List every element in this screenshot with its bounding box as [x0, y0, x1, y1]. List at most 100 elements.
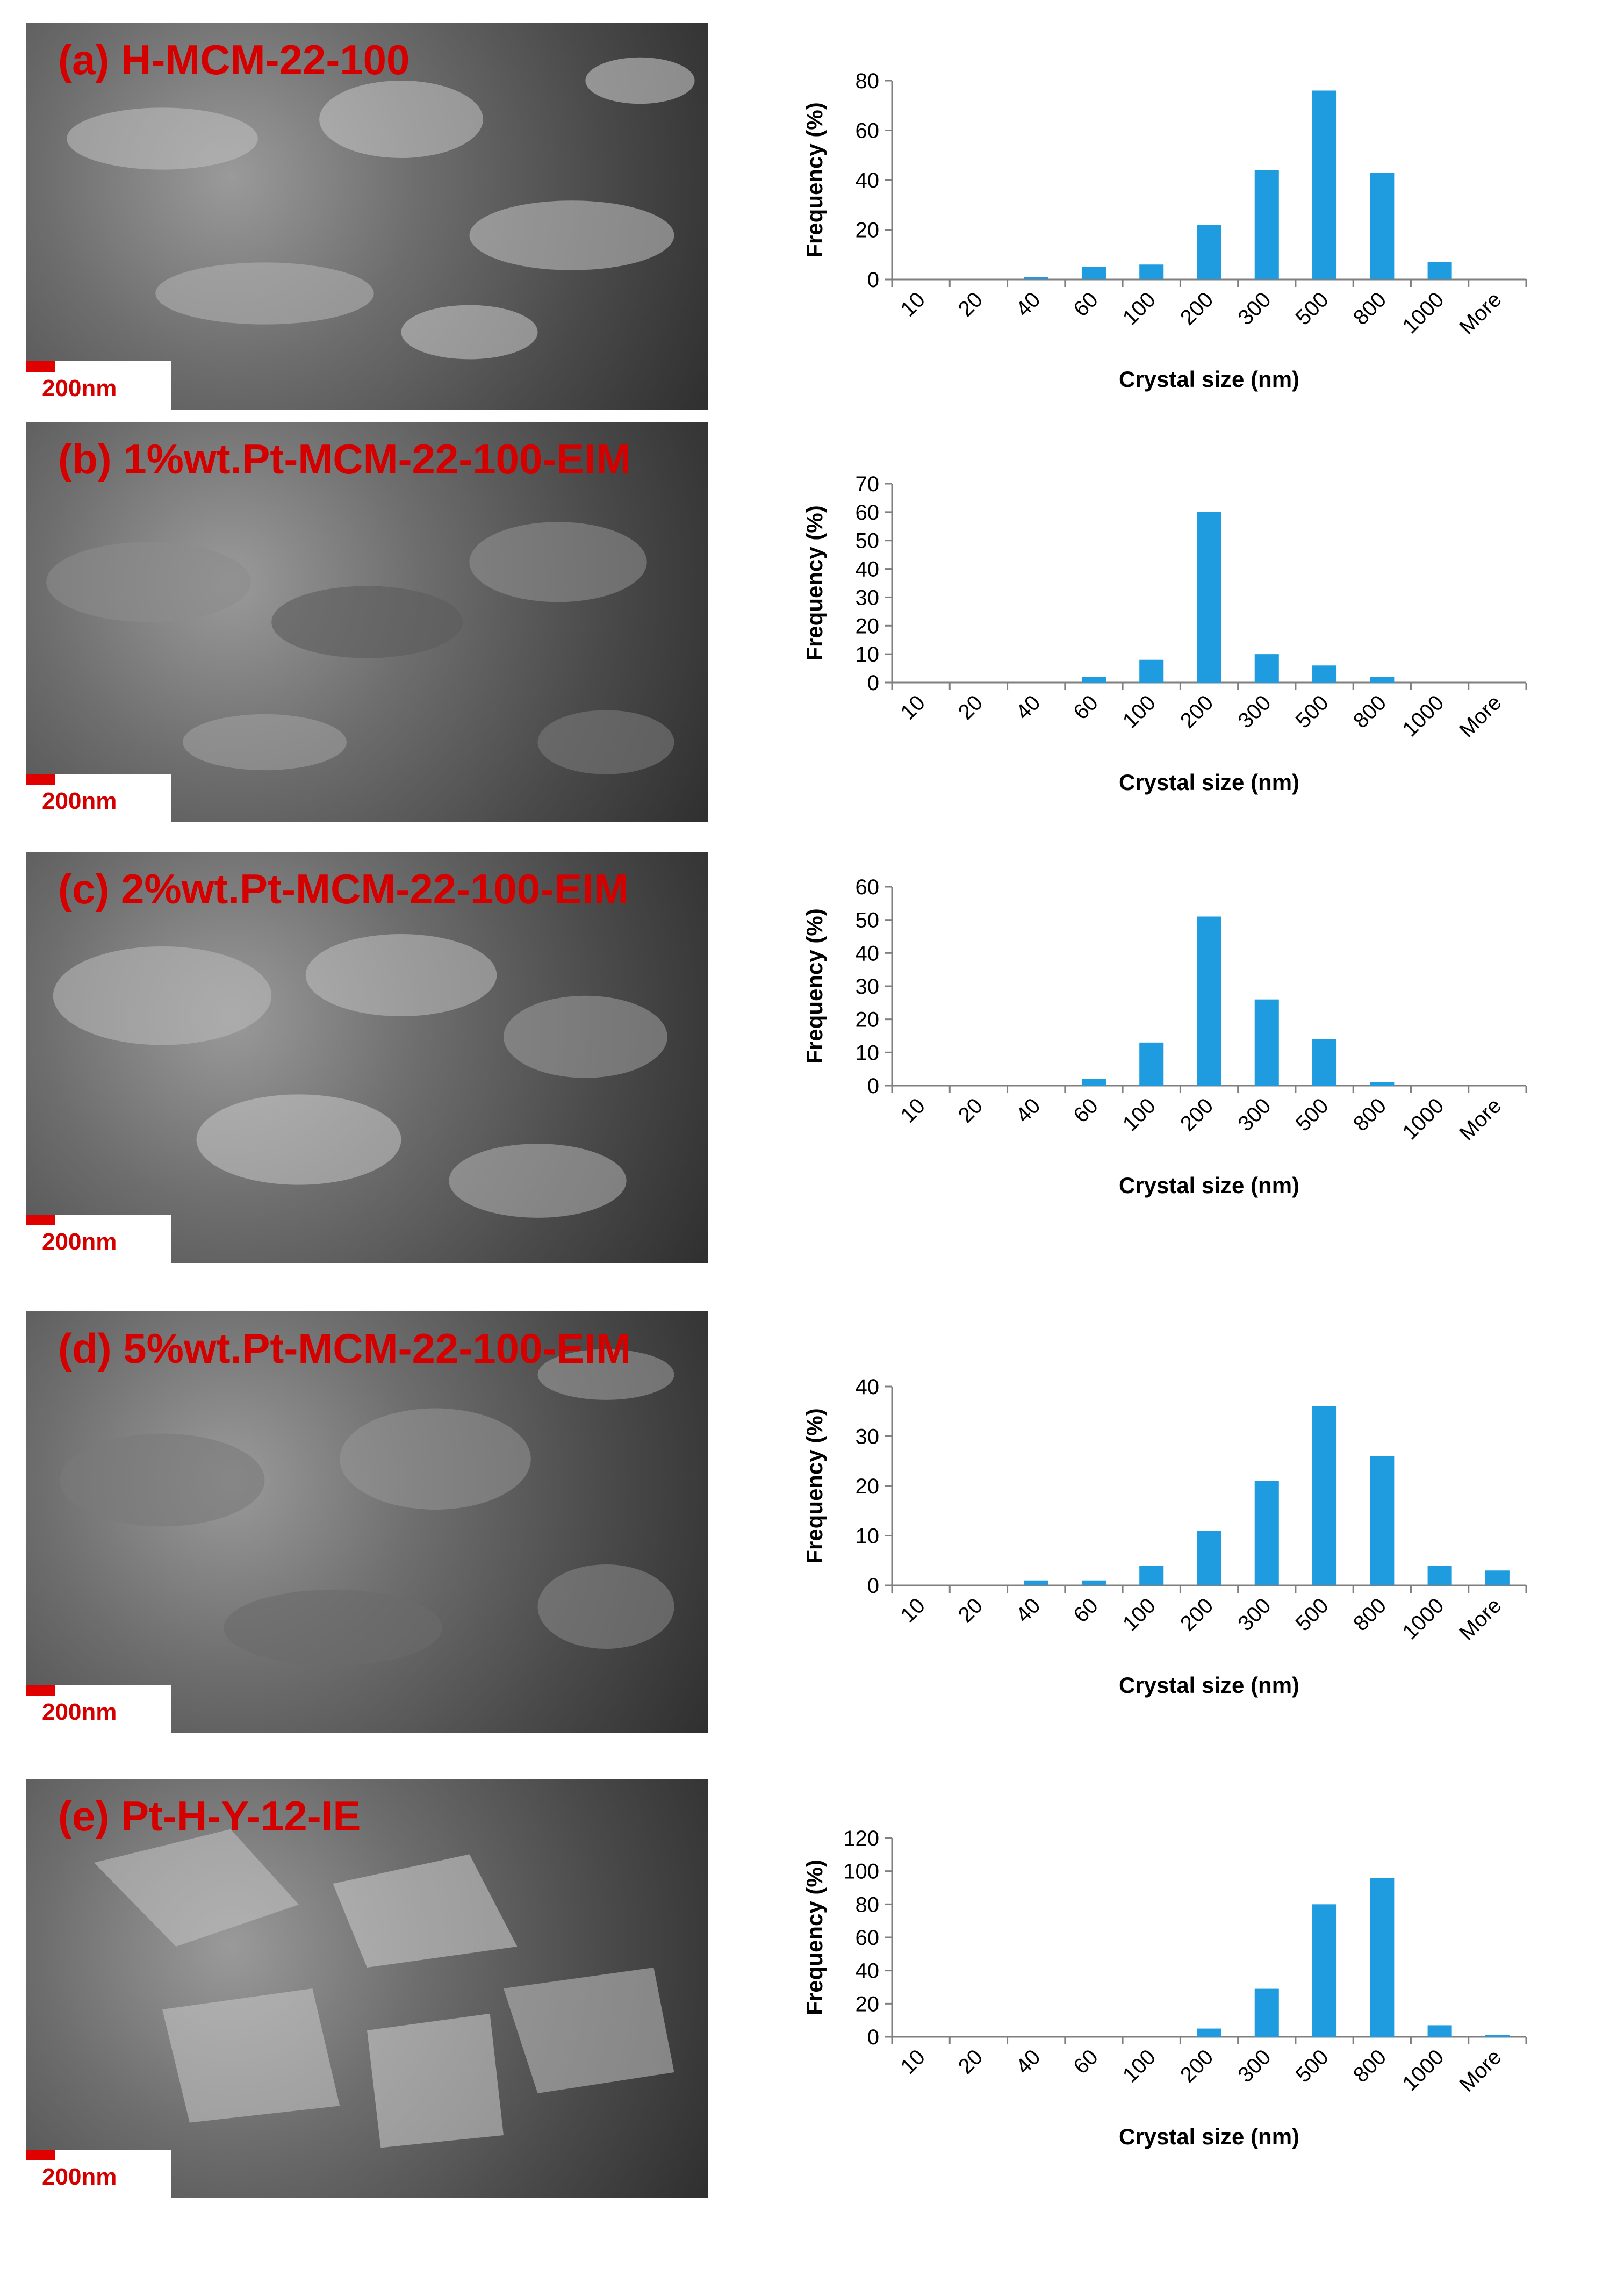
- histogram-bar: [1485, 2035, 1510, 2037]
- x-tick-label: 800: [1349, 2045, 1391, 2087]
- x-tick-label: 800: [1349, 691, 1391, 733]
- x-tick-label: 60: [1069, 1593, 1103, 1627]
- x-tick-label: 20: [954, 288, 988, 321]
- panel-label-a: (a) H-MCM-22-100: [58, 36, 410, 83]
- y-tick-label: 80: [856, 1893, 880, 1916]
- scale-bar-d: [26, 1685, 55, 1696]
- y-tick-label: 80: [856, 69, 880, 93]
- scale-box-c: 200nm: [26, 1215, 171, 1263]
- y-tick-label: 20: [856, 219, 880, 242]
- histogram-bar: [1370, 1456, 1395, 1585]
- histogram-svg-b: 0 10 20 30 40 50 60 70 10 20 40 60 100 200 300 500 800 10…: [802, 472, 1527, 795]
- histogram-bar: [1197, 2028, 1221, 2037]
- panel-label-e: (e) Pt-H-Y-12-IE: [58, 1792, 361, 1840]
- x-tick-label: 800: [1349, 1094, 1391, 1136]
- x-tick-label: 300: [1233, 1094, 1275, 1136]
- x-tick-label: More: [1455, 1593, 1506, 1645]
- histogram-bar: [1427, 1566, 1452, 1585]
- x-tick-label: 200: [1176, 1094, 1218, 1136]
- x-tick-label: More: [1455, 2045, 1506, 2096]
- scale-bar-a: [26, 361, 55, 372]
- sem-texture-d: [60, 1349, 674, 1666]
- histogram-bar: [1081, 267, 1106, 279]
- histogram-bar: [1370, 173, 1395, 279]
- y-tick-label: 0: [867, 1074, 879, 1098]
- x-tick-label: 500: [1291, 1094, 1333, 1136]
- x-tick-label: 20: [954, 2045, 988, 2079]
- x-tick-label: 40: [1011, 1094, 1045, 1128]
- panel-label-d: (d) 5%wt.Pt-MCM-22-100-EIM: [58, 1325, 631, 1372]
- y-tick-label: 0: [867, 671, 879, 695]
- y-tick-label: 0: [867, 268, 879, 292]
- x-tick-label: More: [1455, 1094, 1506, 1145]
- x-tick-label: 500: [1291, 2045, 1333, 2087]
- x-tick-label: 800: [1349, 288, 1391, 329]
- y-tick-label: 120: [843, 1827, 879, 1850]
- histogram-bar: [1254, 654, 1279, 683]
- x-tick-label: 1000: [1398, 691, 1448, 741]
- histogram-bar: [1254, 1481, 1279, 1585]
- histogram-bar: [1139, 1566, 1164, 1585]
- y-tick-label: 40: [856, 1959, 880, 1983]
- scale-box-e: 200nm: [26, 2150, 171, 2198]
- x-axis-title: Crystal size (nm): [1119, 367, 1299, 392]
- x-tick-label: 40: [1011, 2045, 1045, 2079]
- histogram-bar: [1370, 677, 1395, 683]
- histogram-bar: [1370, 1878, 1395, 2037]
- x-tick-label: 100: [1118, 2045, 1160, 2087]
- y-tick-label: 30: [856, 586, 880, 609]
- histogram-bar: [1139, 659, 1164, 683]
- panel-label-b: (b) 1%wt.Pt-MCM-22-100-EIM: [58, 435, 631, 483]
- histogram-bar: [1081, 677, 1106, 683]
- scale-text-b: 200nm: [42, 788, 117, 814]
- y-tick-label: 10: [856, 1041, 880, 1065]
- y-tick-label: 10: [856, 643, 880, 666]
- x-tick-label: 200: [1176, 2045, 1218, 2087]
- x-tick-label: 100: [1118, 1094, 1160, 1136]
- x-tick-label: 100: [1118, 691, 1160, 733]
- sem-image-b: (b) 1%wt.Pt-MCM-22-100-EIM 200nm: [26, 422, 708, 822]
- scale-box-b: 200nm: [26, 774, 171, 822]
- histogram-bar: [1081, 1580, 1106, 1585]
- x-axis-title: Crystal size (nm): [1119, 1672, 1299, 1698]
- sem-texture-b: [46, 522, 674, 774]
- x-tick-label: 1000: [1398, 1593, 1448, 1644]
- x-tick-label: 300: [1233, 2045, 1275, 2087]
- x-axis-title: Crystal size (nm): [1119, 1173, 1299, 1198]
- scale-box-d: 200nm: [26, 1685, 171, 1733]
- y-tick-label: 60: [856, 501, 880, 525]
- histogram-bar: [1254, 999, 1279, 1086]
- histogram-bar: [1427, 2025, 1452, 2037]
- y-tick-label: 30: [856, 1425, 880, 1449]
- histogram-d: 0 10 20 30 40 10 20 40 60 100 200 300 500 800 1000 More…: [768, 1370, 1575, 1736]
- sem-image-a: (a) H-MCM-22-100 200nm: [26, 23, 708, 410]
- scale-bar-e: [26, 2150, 55, 2160]
- x-tick-label: 10: [896, 2045, 930, 2079]
- x-axis-title: Crystal size (nm): [1119, 770, 1299, 795]
- x-tick-label: 200: [1176, 288, 1218, 329]
- histogram-bar: [1197, 1531, 1221, 1585]
- y-tick-label: 10: [856, 1525, 880, 1548]
- sem-image-c: (c) 2%wt.Pt-MCM-22-100-EIM 200nm: [26, 852, 708, 1263]
- histogram-bar: [1197, 512, 1221, 683]
- x-tick-label: 200: [1176, 1593, 1218, 1635]
- y-tick-label: 60: [856, 875, 880, 899]
- x-tick-label: 10: [896, 1593, 930, 1627]
- histogram-bar: [1254, 1988, 1279, 2037]
- histogram-bar: [1024, 277, 1048, 279]
- y-tick-label: 0: [867, 2026, 879, 2049]
- x-tick-label: 40: [1011, 288, 1045, 321]
- x-tick-label: 500: [1291, 1593, 1333, 1635]
- x-tick-label: More: [1455, 691, 1506, 742]
- histogram-bar: [1024, 1580, 1048, 1585]
- sem-image-d: (d) 5%wt.Pt-MCM-22-100-EIM 200nm: [26, 1311, 708, 1733]
- histogram-bar: [1139, 1042, 1164, 1086]
- histogram-b: 0 10 20 30 40 50 60 70 10 20 40 60 100 200 300 500 800 10…: [768, 468, 1575, 833]
- x-tick-label: 300: [1233, 1593, 1275, 1635]
- histogram-bar: [1197, 225, 1221, 279]
- x-tick-label: 100: [1118, 1593, 1160, 1635]
- sem-image-e: (e) Pt-H-Y-12-IE 200nm: [26, 1779, 708, 2198]
- x-tick-label: 60: [1069, 1094, 1103, 1128]
- y-tick-label: 40: [856, 558, 880, 581]
- y-tick-label: 40: [856, 942, 880, 965]
